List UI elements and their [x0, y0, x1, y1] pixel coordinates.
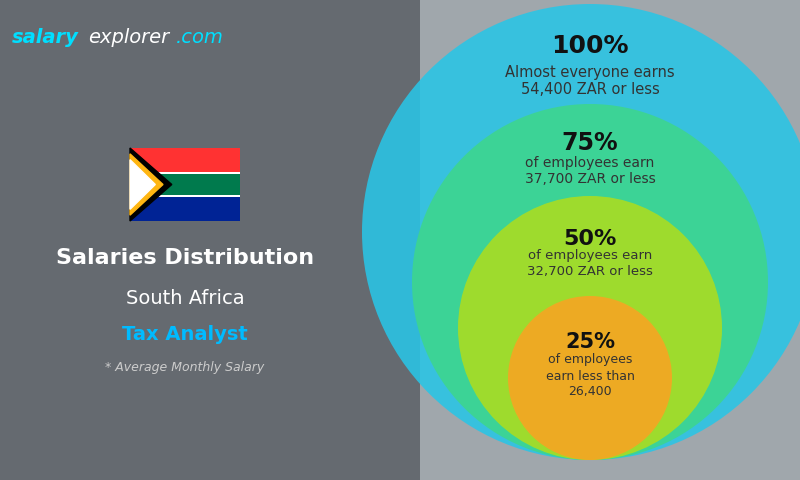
Bar — [130, 195, 240, 197]
Polygon shape — [130, 154, 163, 215]
Bar — [130, 174, 240, 195]
Polygon shape — [130, 160, 155, 209]
Bar — [0, 0, 420, 480]
Text: 50%: 50% — [563, 229, 617, 249]
Text: 75%: 75% — [562, 131, 618, 155]
Bar — [130, 172, 240, 174]
Bar — [420, 0, 800, 480]
Text: explorer: explorer — [88, 28, 169, 47]
Text: salary: salary — [12, 28, 79, 47]
Circle shape — [362, 4, 800, 460]
Text: Tax Analyst: Tax Analyst — [122, 325, 248, 345]
Text: 54,400 ZAR or less: 54,400 ZAR or less — [521, 82, 659, 96]
Text: 100%: 100% — [551, 34, 629, 58]
Text: of employees earn: of employees earn — [528, 250, 652, 263]
Text: of employees: of employees — [548, 353, 632, 367]
Circle shape — [458, 196, 722, 460]
Text: 37,700 ZAR or less: 37,700 ZAR or less — [525, 172, 655, 186]
Text: * Average Monthly Salary: * Average Monthly Salary — [106, 361, 265, 374]
Circle shape — [412, 104, 768, 460]
Bar — [130, 184, 240, 221]
Polygon shape — [130, 148, 172, 221]
Text: 25%: 25% — [565, 332, 615, 352]
Bar — [130, 148, 240, 184]
Text: 26,400: 26,400 — [568, 385, 612, 398]
Text: South Africa: South Africa — [126, 288, 244, 308]
Text: Salaries Distribution: Salaries Distribution — [56, 248, 314, 268]
Text: 32,700 ZAR or less: 32,700 ZAR or less — [527, 264, 653, 277]
Text: .com: .com — [176, 28, 224, 47]
Text: Almost everyone earns: Almost everyone earns — [505, 64, 675, 80]
Text: of employees earn: of employees earn — [526, 156, 654, 170]
Circle shape — [508, 296, 672, 460]
Text: earn less than: earn less than — [546, 370, 634, 383]
